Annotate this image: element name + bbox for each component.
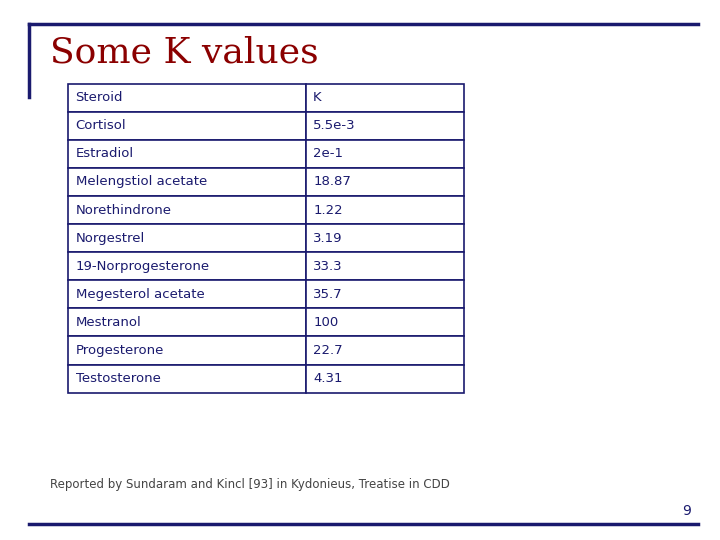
Text: Norethindrone: Norethindrone <box>76 204 171 217</box>
Text: 33.3: 33.3 <box>313 260 343 273</box>
Text: 19-Norprogesterone: 19-Norprogesterone <box>76 260 210 273</box>
Text: 100: 100 <box>313 316 338 329</box>
Text: 2e-1: 2e-1 <box>313 147 343 160</box>
Text: 22.7: 22.7 <box>313 344 343 357</box>
Text: 9: 9 <box>683 504 691 518</box>
Text: 1.22: 1.22 <box>313 204 343 217</box>
Text: K: K <box>313 91 322 104</box>
Text: 4.31: 4.31 <box>313 372 343 385</box>
Text: 5.5e-3: 5.5e-3 <box>313 119 356 132</box>
Text: Megesterol acetate: Megesterol acetate <box>76 288 204 301</box>
Text: 18.87: 18.87 <box>313 176 351 188</box>
Text: Estradiol: Estradiol <box>76 147 134 160</box>
Text: 35.7: 35.7 <box>313 288 343 301</box>
Text: Mestranol: Mestranol <box>76 316 141 329</box>
Text: 3.19: 3.19 <box>313 232 343 245</box>
Text: Some K values: Some K values <box>50 35 319 69</box>
Text: Steroid: Steroid <box>76 91 123 104</box>
Text: Progesterone: Progesterone <box>76 344 164 357</box>
Text: Cortisol: Cortisol <box>76 119 126 132</box>
Text: Norgestrel: Norgestrel <box>76 232 145 245</box>
Text: Reported by Sundaram and Kincl [93] in Kydonieus, Treatise in CDD: Reported by Sundaram and Kincl [93] in K… <box>50 478 450 491</box>
Text: Melengstiol acetate: Melengstiol acetate <box>76 176 207 188</box>
Text: Testosterone: Testosterone <box>76 372 161 385</box>
